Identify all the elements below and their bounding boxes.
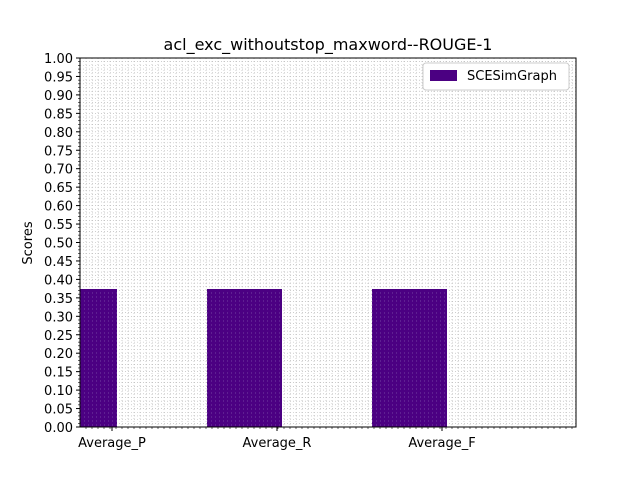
bar-Average_F xyxy=(372,289,447,427)
y-tick-label: 0.25 xyxy=(44,329,73,344)
y-tick-label: 0.70 xyxy=(44,163,73,178)
y-tick-label: 0.50 xyxy=(44,237,73,252)
y-axis-ticks: 0.00 0.05 0.10 0.15 0.20 0.25 0.30 0.35 0.40 0.45… xyxy=(44,52,80,436)
grid xyxy=(80,58,576,427)
legend: SCESimGraph xyxy=(423,63,569,90)
bar-Average_P xyxy=(80,289,117,427)
y-tick-label: 0.40 xyxy=(44,273,73,288)
legend-swatch xyxy=(430,70,457,81)
plot-frame xyxy=(80,58,576,427)
y-axis-label: Scores xyxy=(21,221,36,264)
y-tick-label: 0.00 xyxy=(44,421,73,436)
y-tick-label: 0.35 xyxy=(44,292,73,307)
y-tick-label: 0.55 xyxy=(44,218,73,233)
bar-Average_R xyxy=(207,289,282,427)
y-tick-label: 0.30 xyxy=(44,310,73,325)
y-tick-label: 0.20 xyxy=(44,347,73,362)
y-tick-label: 0.45 xyxy=(44,255,73,270)
y-tick-label: 0.60 xyxy=(44,200,73,215)
y-tick-label: 1.00 xyxy=(44,52,73,67)
x-tick-label: Average_F xyxy=(408,436,475,451)
y-tick-label: 0.05 xyxy=(44,403,73,418)
legend-label: SCESimGraph xyxy=(467,69,557,84)
y-tick-label: 0.80 xyxy=(44,126,73,141)
y-tick-label: 0.95 xyxy=(44,70,73,85)
bars xyxy=(80,289,447,427)
x-tick-label: Average_P xyxy=(78,436,146,451)
y-tick-label: 0.10 xyxy=(44,384,73,399)
x-tick-label: Average_R xyxy=(243,436,312,451)
chart-title: acl_exc_withoutstop_maxword--ROUGE-1 xyxy=(164,35,493,55)
y-tick-label: 0.75 xyxy=(44,144,73,159)
y-tick-label: 0.65 xyxy=(44,181,73,196)
x-axis-ticks: Average_P Average_R Average_F xyxy=(78,427,572,451)
y-tick-label: 0.15 xyxy=(44,366,73,381)
y-tick-label: 0.85 xyxy=(44,107,73,122)
y-tick-label: 0.90 xyxy=(44,89,73,104)
